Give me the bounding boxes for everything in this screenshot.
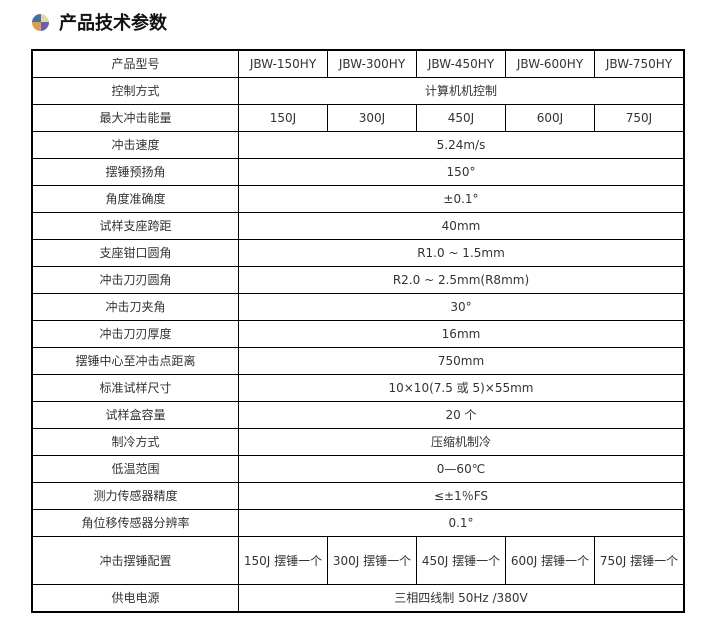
row-value: 40mm bbox=[238, 212, 685, 240]
row-label: 产品型号 bbox=[31, 49, 239, 78]
spec-table: 产品型号 JBW-150HY JBW-300HY JBW-450HY JBW-600HY… bbox=[31, 49, 685, 613]
row-label: 试样支座跨距 bbox=[31, 212, 239, 240]
row-value: ≤±1％FS bbox=[238, 482, 685, 510]
row-value: 150J 摆锤一个 bbox=[238, 536, 328, 585]
table-row: 角度准确度 ±0.1° bbox=[31, 185, 685, 213]
row-value: 30° bbox=[238, 293, 685, 321]
row-label: 冲击刀夹角 bbox=[31, 293, 239, 321]
table-header-row: 产品型号 JBW-150HY JBW-300HY JBW-450HY JBW-600HY… bbox=[31, 49, 685, 78]
row-label: 测力传感器精度 bbox=[31, 482, 239, 510]
row-label: 角度准确度 bbox=[31, 185, 239, 213]
table-row: 冲击摆锤配置 150J 摆锤一个 300J 摆锤一个 450J 摆锤一个 600J 摆锤… bbox=[31, 536, 685, 585]
table-row: 冲击刀刃厚度 16mm bbox=[31, 320, 685, 348]
row-value: 20 个 bbox=[238, 401, 685, 429]
row-value: 750J bbox=[594, 104, 685, 132]
row-value: 450J bbox=[416, 104, 506, 132]
row-value: 三相四线制 50Hz /380V bbox=[238, 584, 685, 613]
row-value: 压缩机制冷 bbox=[238, 428, 685, 456]
row-label: 供电电源 bbox=[31, 584, 239, 613]
row-label: 最大冲击能量 bbox=[31, 104, 239, 132]
row-label: 冲击刀刃圆角 bbox=[31, 266, 239, 294]
row-value: 计算机机控制 bbox=[238, 77, 685, 105]
row-value: 150J bbox=[238, 104, 328, 132]
row-value: JBW-450HY bbox=[416, 49, 506, 78]
row-label: 制冷方式 bbox=[31, 428, 239, 456]
table-row: 控制方式 计算机机控制 bbox=[31, 77, 685, 105]
page-title: 产品技术参数 bbox=[59, 13, 167, 34]
table-row: 冲击速度 5.24m/s bbox=[31, 131, 685, 159]
table-row: 试样盒容量 20 个 bbox=[31, 401, 685, 429]
row-value: 750mm bbox=[238, 347, 685, 375]
row-value: 600J 摆锤一个 bbox=[505, 536, 595, 585]
row-label: 控制方式 bbox=[31, 77, 239, 105]
row-label: 角位移传感器分辨率 bbox=[31, 509, 239, 537]
row-value: 750J 摆锤一个 bbox=[594, 536, 685, 585]
table-row: 制冷方式 压缩机制冷 bbox=[31, 428, 685, 456]
row-label: 冲击速度 bbox=[31, 131, 239, 159]
table-row: 角位移传感器分辨率 0.1° bbox=[31, 509, 685, 537]
table-row: 冲击刀夹角 30° bbox=[31, 293, 685, 321]
table-row: 支座钳口圆角 R1.0 ~ 1.5mm bbox=[31, 239, 685, 267]
row-value: ±0.1° bbox=[238, 185, 685, 213]
row-label: 冲击摆锤配置 bbox=[31, 536, 239, 585]
row-label: 摆锤预扬角 bbox=[31, 158, 239, 186]
table-row: 测力传感器精度 ≤±1％FS bbox=[31, 482, 685, 510]
row-label: 摆锤中心至冲击点距离 bbox=[31, 347, 239, 375]
colored-ball-icon bbox=[32, 13, 49, 31]
row-label: 标准试样尺寸 bbox=[31, 374, 239, 402]
row-value: 450J 摆锤一个 bbox=[416, 536, 506, 585]
row-value: 600J bbox=[505, 104, 595, 132]
row-value: 150° bbox=[238, 158, 685, 186]
table-row: 最大冲击能量 150J 300J 450J 600J 750J bbox=[31, 104, 685, 132]
row-value: 0.1° bbox=[238, 509, 685, 537]
row-value: 300J 摆锤一个 bbox=[327, 536, 417, 585]
row-value: R1.0 ~ 1.5mm bbox=[238, 239, 685, 267]
table-row: 摆锤预扬角 150° bbox=[31, 158, 685, 186]
section-title: 产品技术参数 bbox=[32, 10, 167, 34]
row-value: 5.24m/s bbox=[238, 131, 685, 159]
row-value: 300J bbox=[327, 104, 417, 132]
table-row: 低温范围 0—60℃ bbox=[31, 455, 685, 483]
row-value: R2.0 ~ 2.5mm(R8mm) bbox=[238, 266, 685, 294]
row-value: JBW-150HY bbox=[238, 49, 328, 78]
row-value: JBW-300HY bbox=[327, 49, 417, 78]
row-value: JBW-750HY bbox=[594, 49, 685, 78]
row-label: 低温范围 bbox=[31, 455, 239, 483]
row-value: 0—60℃ bbox=[238, 455, 685, 483]
table-row: 冲击刀刃圆角 R2.0 ~ 2.5mm(R8mm) bbox=[31, 266, 685, 294]
row-label: 支座钳口圆角 bbox=[31, 239, 239, 267]
row-value: JBW-600HY bbox=[505, 49, 595, 78]
row-value: 16mm bbox=[238, 320, 685, 348]
row-label: 试样盒容量 bbox=[31, 401, 239, 429]
table-row: 标准试样尺寸 10×10(7.5 或 5)×55mm bbox=[31, 374, 685, 402]
row-value: 10×10(7.5 或 5)×55mm bbox=[238, 374, 685, 402]
table-row: 摆锤中心至冲击点距离 750mm bbox=[31, 347, 685, 375]
row-label: 冲击刀刃厚度 bbox=[31, 320, 239, 348]
table-row: 试样支座跨距 40mm bbox=[31, 212, 685, 240]
table-row: 供电电源 三相四线制 50Hz /380V bbox=[31, 584, 685, 613]
